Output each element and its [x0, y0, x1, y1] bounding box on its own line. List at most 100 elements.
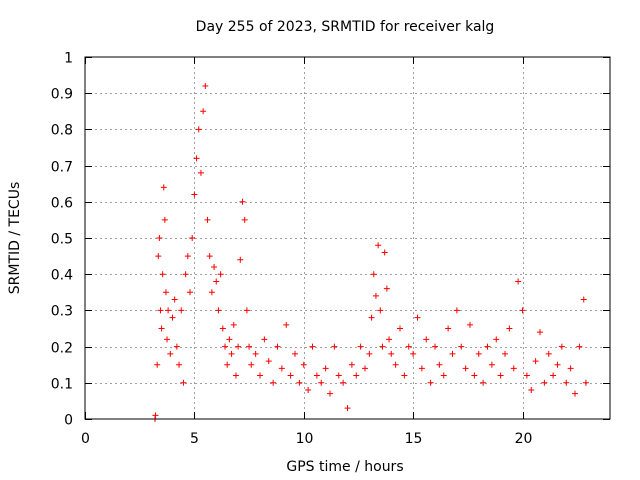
data-point	[257, 372, 263, 379]
y-tick-label: 0.2	[51, 341, 73, 357]
data-point	[265, 358, 272, 365]
grid-lines	[85, 57, 610, 419]
data-point	[362, 365, 368, 372]
data-point	[366, 350, 373, 357]
data-point	[252, 350, 259, 357]
data-point	[164, 336, 171, 343]
data-point	[453, 307, 460, 314]
data-point	[246, 343, 253, 350]
data-point	[204, 216, 211, 223]
data-point	[414, 314, 421, 321]
y-tick-label: 0.6	[51, 196, 73, 212]
data-point	[173, 343, 180, 350]
data-point	[401, 372, 408, 379]
data-point	[226, 336, 233, 343]
data-point	[541, 379, 548, 386]
data-point	[493, 336, 500, 343]
y-tick-label: 1	[64, 51, 73, 67]
y-tick-label: 0.8	[51, 123, 73, 139]
data-point	[184, 253, 191, 260]
x-axis-label: GPS time / hours	[286, 459, 403, 475]
data-point	[309, 343, 316, 350]
data-point	[219, 325, 226, 332]
data-point	[180, 379, 187, 386]
x-tick-label: 5	[190, 431, 199, 447]
data-point	[189, 235, 196, 241]
data-point	[155, 253, 162, 260]
data-point	[368, 314, 375, 321]
data-point	[158, 325, 165, 332]
data-point	[405, 343, 412, 350]
data-point	[195, 126, 202, 133]
data-point	[235, 343, 242, 350]
data-point	[152, 412, 159, 419]
data-point	[217, 271, 224, 278]
data-point	[331, 343, 338, 350]
data-point	[283, 321, 290, 328]
data-point	[202, 82, 209, 89]
data-point	[318, 379, 325, 386]
data-point	[388, 350, 395, 357]
data-point	[488, 361, 495, 368]
data-point	[230, 321, 237, 328]
data-point	[497, 372, 504, 379]
data-point	[292, 350, 298, 357]
data-point	[379, 343, 386, 350]
data-point	[386, 336, 393, 343]
data-point	[243, 307, 250, 314]
data-point	[528, 387, 535, 394]
data-point	[213, 278, 220, 285]
data-point	[397, 325, 403, 332]
data-point	[215, 307, 222, 314]
data-point	[211, 263, 218, 270]
y-axis-label: SRMTID / TECUs	[7, 182, 23, 295]
data-point	[335, 372, 342, 379]
data-point	[467, 321, 473, 328]
chart-title: Day 255 of 2023, SRMTID for receiver kal…	[196, 19, 495, 35]
data-point	[458, 343, 465, 350]
data-point	[418, 365, 425, 372]
x-tick-label: 10	[296, 431, 314, 447]
data-point	[344, 405, 351, 412]
data-point	[357, 343, 364, 350]
data-point	[237, 256, 244, 263]
y-tick-label: 0.3	[51, 304, 73, 320]
data-point	[410, 350, 417, 357]
data-point	[165, 307, 172, 314]
data-point	[200, 108, 207, 115]
data-point	[510, 365, 517, 372]
data-point	[440, 372, 447, 379]
y-tick-label: 0.4	[51, 268, 73, 284]
data-point	[206, 253, 213, 260]
data-point	[296, 379, 303, 386]
data-point	[157, 307, 164, 314]
data-point	[567, 365, 574, 372]
data-point	[270, 379, 277, 386]
data-point	[161, 216, 168, 223]
data-point	[432, 343, 438, 350]
data-point	[278, 365, 285, 372]
data-point	[261, 336, 268, 343]
data-point	[193, 155, 200, 162]
y-tick-label: 0.1	[51, 377, 73, 393]
x-tick-label: 0	[81, 431, 90, 447]
data-point	[375, 242, 382, 249]
data-point	[449, 350, 456, 357]
data-point	[519, 307, 526, 314]
data-point	[248, 361, 255, 368]
y-tick-label: 0	[64, 413, 73, 429]
data-point	[322, 365, 329, 372]
data-points	[152, 82, 589, 422]
data-point	[287, 372, 294, 379]
data-point	[445, 325, 452, 332]
data-point	[484, 343, 491, 350]
axis-ticks	[85, 57, 610, 420]
data-point	[515, 278, 522, 285]
data-point	[580, 296, 587, 303]
y-tick-label: 0.9	[51, 87, 73, 103]
data-point	[228, 350, 235, 357]
data-point	[506, 325, 513, 332]
data-point	[171, 296, 178, 303]
x-tick-label: 20	[515, 431, 533, 447]
data-point	[558, 343, 565, 350]
